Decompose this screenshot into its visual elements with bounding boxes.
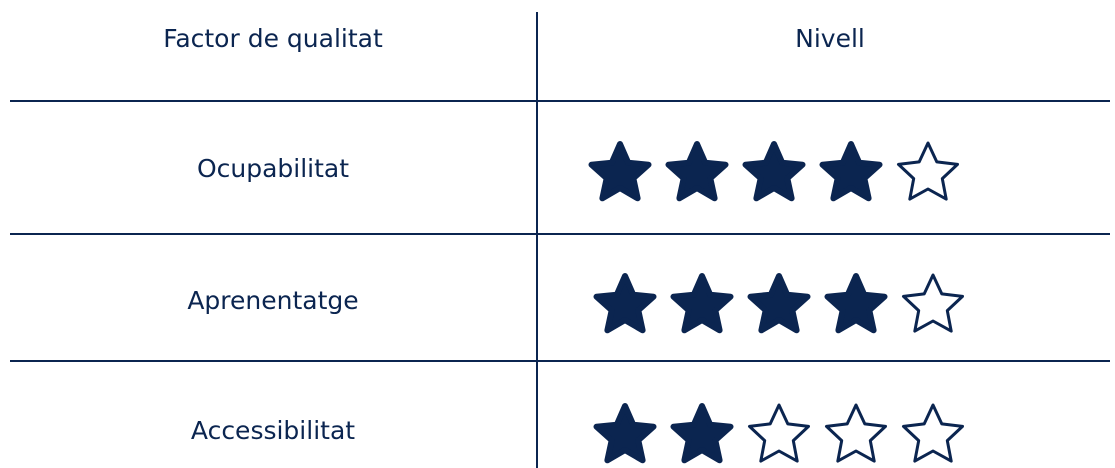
star-filled — [665, 141, 729, 202]
star-filled — [670, 403, 734, 464]
star-filled — [670, 273, 734, 334]
factor-label: Ocupabilitat — [197, 154, 349, 183]
factor-label: Accessibilitat — [191, 416, 355, 445]
star-filled — [593, 403, 657, 464]
star-filled — [593, 273, 657, 334]
star-empty — [902, 273, 964, 333]
star-filled — [819, 141, 883, 202]
star-filled — [742, 141, 806, 202]
header-cell: Nivell — [795, 24, 865, 53]
star-empty — [825, 403, 887, 463]
star-filled — [824, 273, 888, 334]
star-empty — [902, 403, 964, 463]
header-cell: Factor de qualitat — [163, 24, 383, 53]
star-empty — [897, 141, 959, 201]
star-filled — [747, 273, 811, 334]
factor-label: Aprenentatge — [187, 286, 358, 315]
star-filled — [588, 141, 652, 202]
star-empty — [748, 403, 810, 463]
